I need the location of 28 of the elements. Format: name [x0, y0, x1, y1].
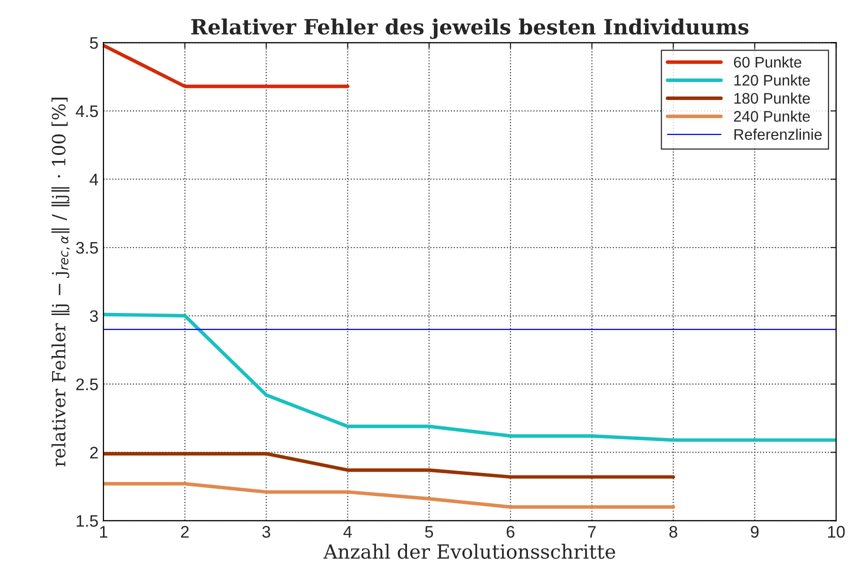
legend-label: 240 Punkte [734, 110, 810, 122]
legend-label: 120 Punkte [734, 74, 810, 86]
x-tick-label: 1 [100, 526, 108, 538]
y-tick-label: 2.5 [76, 378, 98, 390]
y-tick-label: 4 [90, 174, 98, 186]
x-tick-label: 2 [181, 526, 189, 538]
x-tick-label: 6 [506, 526, 514, 538]
x-tick-label: 4 [343, 526, 352, 538]
x-tick-label: 5 [425, 526, 434, 538]
x-tick-label: 9 [750, 526, 759, 538]
y-tick-label: 5 [90, 37, 98, 49]
chart-title: Relativer Fehler des jeweils besten Individuums [191, 18, 748, 39]
line-series [103, 482, 676, 509]
x-axis-title: Anzahl der Evolutionsschritte [323, 544, 616, 559]
y-tick-label: 1.5 [76, 515, 98, 527]
line-series [103, 312, 836, 442]
x-tick-label: 7 [588, 526, 596, 538]
x-tick-label: 3 [262, 526, 270, 538]
y-tick-label: 4.5 [76, 106, 98, 118]
legend-label: Referenzlinie [734, 128, 822, 140]
legend-label: 60 Punkte [734, 56, 802, 68]
y-tick-label: 3.5 [76, 242, 98, 254]
x-tick-label: 10 [828, 526, 845, 538]
x-tick-label: 8 [669, 526, 678, 538]
y-axis-title: relativer Fehler ‖j − j$_{rec,α}$‖ / ‖j‖ · 100 [%] [51, 98, 70, 467]
y-tick-label: 3 [90, 310, 98, 322]
y-tick-label: 2 [90, 446, 98, 458]
legend-label: 180 Punkte [734, 92, 810, 104]
